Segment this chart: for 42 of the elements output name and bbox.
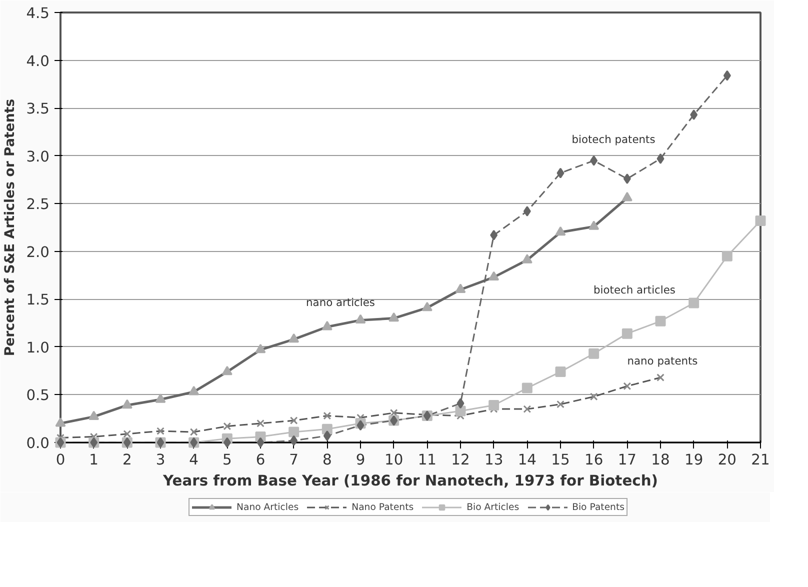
annotation: biotech articles — [594, 283, 676, 296]
x-tick-label: 17 — [618, 452, 636, 468]
x-tick-label: 13 — [484, 452, 504, 468]
x-axis-title: Years from Base Year (1986 for Nanotech, 1973 for Biotech) — [162, 472, 658, 490]
x-tick-label: 10 — [384, 452, 404, 468]
y-tick-label: 1.5 — [26, 292, 50, 309]
x-tick-label: 7 — [289, 452, 298, 468]
x-tick-label: 4 — [189, 452, 198, 468]
y-tick-label: 4.0 — [26, 52, 50, 70]
x-tick-label: 0 — [56, 452, 66, 468]
annotation: biotech patents — [572, 132, 656, 146]
legend-label: Bio Patents — [572, 501, 624, 513]
y-tick-label: 2.0 — [26, 244, 50, 261]
x-tick-label: 2 — [122, 452, 132, 468]
annotation: nano patents — [627, 354, 698, 368]
x-tick-label: 16 — [584, 452, 604, 468]
y-tick-label: 3.5 — [26, 100, 50, 118]
legend-label: Nano Patents — [352, 501, 414, 513]
legend-label: Bio Articles — [466, 501, 520, 513]
annotation: nano articles — [306, 296, 376, 310]
x-tick-label: 11 — [418, 452, 436, 468]
y-axis-title: Percent of S&E Articles or Patents — [3, 98, 18, 356]
x-tick-label: 21 — [751, 452, 770, 468]
x-tick-label: 9 — [356, 452, 366, 468]
x-tick-label: 12 — [451, 452, 470, 468]
legend-label: Nano Articles — [236, 501, 299, 513]
x-tick-label: 1 — [89, 452, 98, 468]
x-tick-label: 14 — [518, 452, 536, 468]
y-tick-label: 2.5 — [26, 196, 50, 214]
x-tick-label: 18 — [651, 452, 670, 468]
x-tick-label: 15 — [551, 452, 570, 468]
x-tick-label: 19 — [684, 452, 704, 468]
x-tick-label: 20 — [718, 452, 736, 468]
y-tick-label: 0.5 — [26, 387, 50, 404]
x-tick-label: 6 — [256, 452, 266, 468]
y-tick-label: 1.0 — [26, 339, 50, 356]
x-tick-label: 3 — [156, 452, 166, 468]
x-tick-label: 8 — [322, 452, 332, 468]
y-tick-label: 0.0 — [26, 435, 50, 452]
y-tick-label: 4.5 — [26, 5, 50, 22]
y-tick-label: 3.0 — [26, 148, 50, 166]
x-tick-label: 5 — [222, 452, 232, 468]
